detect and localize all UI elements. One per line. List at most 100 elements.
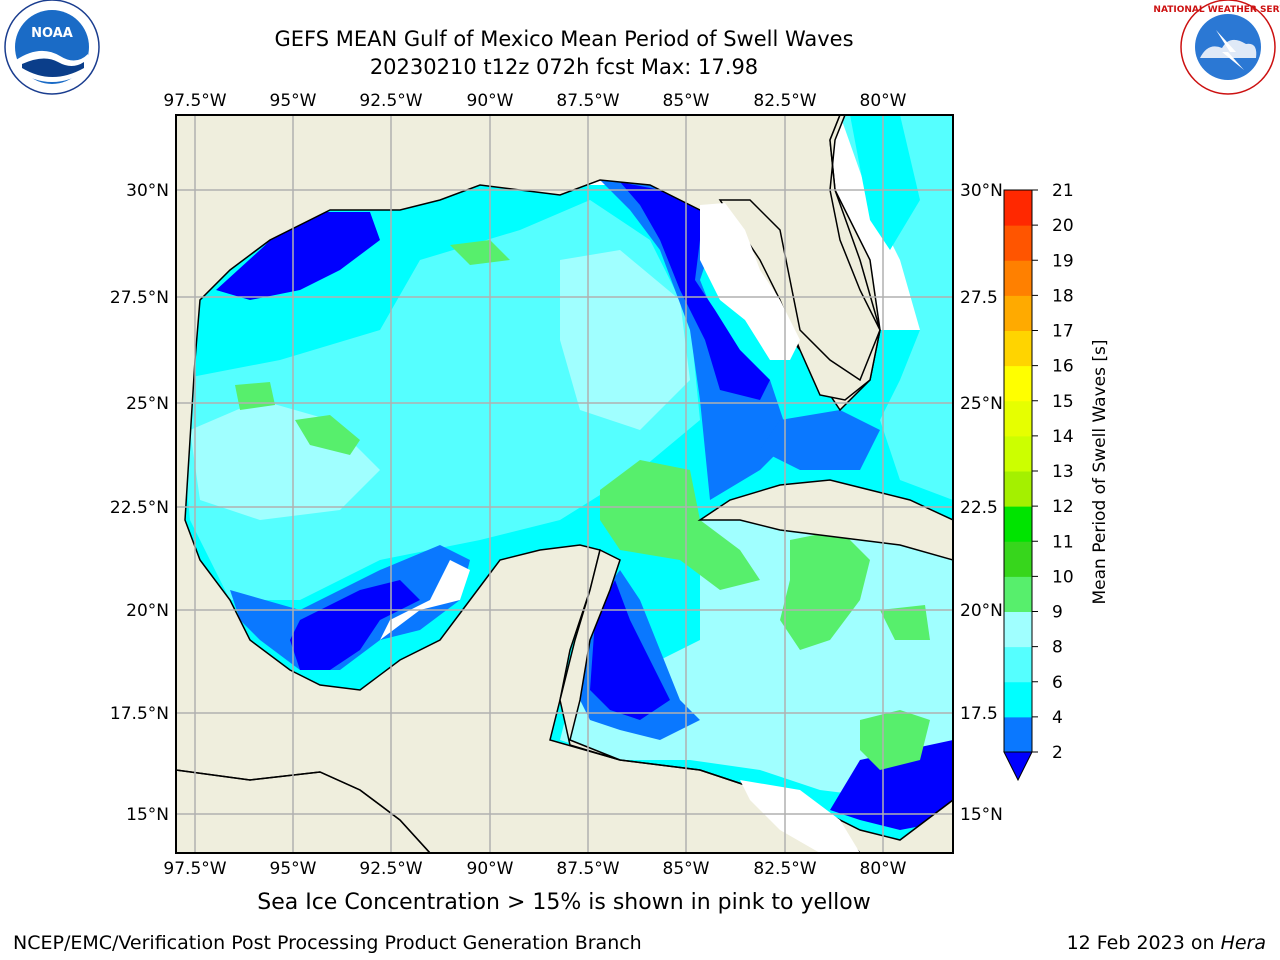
lat-tick-right: 27.5 <box>960 288 998 308</box>
colorbar-segment <box>1004 611 1032 648</box>
lat-tick-right: 30°N <box>960 181 1003 201</box>
blue-band-north <box>216 212 380 300</box>
green-patch-honduras <box>860 710 930 770</box>
colorbar-tick-label: 12 <box>1052 497 1074 517</box>
lat-ticks-left: 30°N 27.5°N 25°N 22.5°N 20°N 17.5°N 15°N <box>110 181 169 825</box>
blue-band-ne <box>600 180 790 500</box>
colorbar-segment <box>1004 330 1032 367</box>
footer-credit: NCEP/EMC/Verification Post Processing Pr… <box>13 932 642 954</box>
lon-tick-bottom: 97.5°W <box>163 859 226 879</box>
green-patch-center <box>600 460 760 590</box>
atlantic-field-2 <box>850 115 920 250</box>
lat-tick-right: 17.5 <box>960 704 998 724</box>
colorbar-segment <box>1004 295 1032 331</box>
lon-ticks-bottom: 97.5°W 95°W 92.5°W 90°W 87.5°W 85°W 82.5… <box>163 859 906 879</box>
blue-band-ne-deep <box>620 182 770 400</box>
colorbar-tick-label: 20 <box>1052 216 1074 236</box>
colorbar-label: Mean Period of Swell Waves [s] <box>1090 340 1110 605</box>
lat-tick-left: 25°N <box>126 394 169 414</box>
lon-tick-bottom: 85°W <box>663 859 710 879</box>
lat-tick-left: 27.5°N <box>110 288 169 308</box>
colorbar-segment <box>1004 471 1032 507</box>
land-central-america <box>559 548 953 853</box>
colorbar-tick-label: 19 <box>1052 251 1074 271</box>
nodata-east-gulf <box>700 203 800 360</box>
lon-ticks-top: 97.5°W 95°W 92.5°W 90°W 87.5°W 85°W 82.5… <box>163 91 906 111</box>
lon-tick-top: 80°W <box>860 91 907 111</box>
lon-tick-bottom: 87.5°W <box>556 859 619 879</box>
blue-band-se <box>830 740 953 830</box>
colorbar-tick-label: 4 <box>1052 708 1063 728</box>
lon-tick-bottom: 80°W <box>860 859 907 879</box>
colorbar-segment <box>1004 681 1032 718</box>
nodata-bay <box>380 560 470 640</box>
green-patch-west-2 <box>235 382 275 410</box>
colorbar-tick-label: 15 <box>1052 392 1074 412</box>
colorbar-segment <box>1004 576 1032 612</box>
noaa-logo-text: NOAA <box>31 26 73 41</box>
lat-tick-left: 15°N <box>126 805 169 825</box>
land-south-corner <box>176 769 432 853</box>
colorbar-tick-label: 17 <box>1052 322 1074 342</box>
colorbar-tick-label: 2 <box>1052 743 1063 763</box>
colorbar-tick-label: 6 <box>1052 673 1063 693</box>
lon-tick-top: 85°W <box>663 91 710 111</box>
lon-tick-bottom: 95°W <box>270 859 317 879</box>
green-patch-west <box>295 415 360 455</box>
nws-logo-text: NATIONAL WEATHER SERVICE <box>1153 5 1280 15</box>
land-florida <box>718 115 953 401</box>
lat-tick-left: 22.5°N <box>110 498 169 518</box>
land-cuba <box>697 479 953 561</box>
colorbar-tick-label: 14 <box>1052 427 1074 447</box>
lat-tick-left: 17.5°N <box>110 704 169 724</box>
chart-subtitle: 20230210 t12z 072h fcst Max: 17.98 <box>369 55 759 79</box>
colorbar-tick-label: 11 <box>1052 532 1074 552</box>
colorbar-segment <box>1004 716 1032 753</box>
map-frame <box>175 114 954 854</box>
colorbar-tick-label: 8 <box>1052 638 1063 658</box>
lon-tick-top: 90°W <box>467 91 514 111</box>
graticule <box>176 115 953 853</box>
lon-tick-top: 95°W <box>270 91 317 111</box>
colorbar-tick-label: 16 <box>1052 357 1074 377</box>
lon-tick-top: 97.5°W <box>163 91 226 111</box>
lat-tick-left: 30°N <box>126 181 169 201</box>
lat-tick-right: 20°N <box>960 601 1003 621</box>
footer-date: 12 Feb 2023 on Hera <box>1067 932 1266 954</box>
colorbar-segment <box>1004 190 1032 226</box>
green-patch-north <box>450 240 510 265</box>
noaa-logo: NOAA <box>4 0 100 95</box>
ocean-pale-region-2 <box>560 250 690 430</box>
chart-title: GEFS MEAN Gulf of Mexico Mean Period of … <box>274 27 854 51</box>
colorbar-tick-label: 18 <box>1052 286 1074 306</box>
lon-tick-top: 87.5°W <box>556 91 619 111</box>
colorbar-segment <box>1004 365 1032 402</box>
lon-tick-bottom: 82.5°W <box>753 859 816 879</box>
footer-date-text: 12 Feb 2023 on <box>1066 932 1221 954</box>
colorbar-segment <box>1004 435 1032 472</box>
colorbar-segment <box>1004 400 1032 437</box>
lat-tick-right: 15°N <box>960 805 1003 825</box>
nws-logo: NATIONAL WEATHER SERVICE <box>1153 0 1280 95</box>
colorbar-tick-label: 13 <box>1052 462 1074 482</box>
lon-tick-bottom: 92.5°W <box>359 859 422 879</box>
colorbar: 2 4 6 8 9 10 11 12 13 14 15 16 17 18 19 20 21 <box>1003 181 1074 782</box>
colorbar-segment <box>1004 646 1032 683</box>
lat-ticks-right: 30°N 27.5 25°N 22.5 20°N 17.5 15°N <box>960 181 1003 825</box>
lat-tick-right: 22.5 <box>960 498 998 518</box>
lon-tick-top: 82.5°W <box>753 91 816 111</box>
lon-tick-top: 92.5°W <box>359 91 422 111</box>
blue-band-south-deep <box>290 580 420 670</box>
colorbar-extension <box>1003 751 1033 782</box>
colorbar-segment <box>1004 506 1032 542</box>
green-patch-cayman <box>780 530 870 650</box>
colorbar-segment <box>1004 260 1032 296</box>
lat-tick-left: 20°N <box>126 601 169 621</box>
nodata-honduras-coast <box>740 780 860 853</box>
colorbar-segment <box>1004 225 1032 261</box>
colorbar-tick-label: 10 <box>1052 567 1074 587</box>
green-patch-jamaica <box>880 605 930 640</box>
caption: Sea Ice Concentration > 15% is shown in … <box>257 890 871 915</box>
lat-tick-right: 25°N <box>960 394 1003 414</box>
